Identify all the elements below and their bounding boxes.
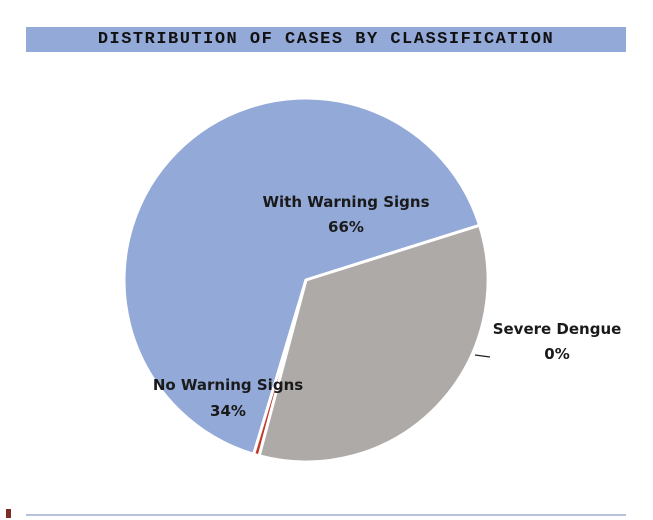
pie-slices [122, 96, 490, 464]
data-label-value: 66% [328, 218, 364, 236]
chart-title: DISTRIBUTION OF CASES BY CLASSIFICATION [97, 30, 555, 49]
corner-mark [6, 509, 11, 518]
data-label-value: 34% [210, 402, 246, 420]
data-label-name: With Warning Signs [262, 193, 429, 211]
pie-slice-no-warning-signs [257, 223, 490, 464]
data-label-name: Severe Dengue [493, 320, 622, 338]
data-label-name: No Warning Signs [153, 376, 303, 394]
pie-data-labels: With Warning Signs 66% Severe Dengue 0% No W… [153, 193, 621, 420]
leader-lines [474, 354, 491, 358]
chart-title-bar: DISTRIBUTION OF CASES BY CLASSIFICATION [26, 27, 626, 52]
leader-line-severe-dengue [474, 354, 491, 358]
pie-slice-with-warning-signs [122, 96, 482, 456]
footer-divider [26, 514, 626, 516]
data-label-value: 0% [544, 345, 569, 363]
